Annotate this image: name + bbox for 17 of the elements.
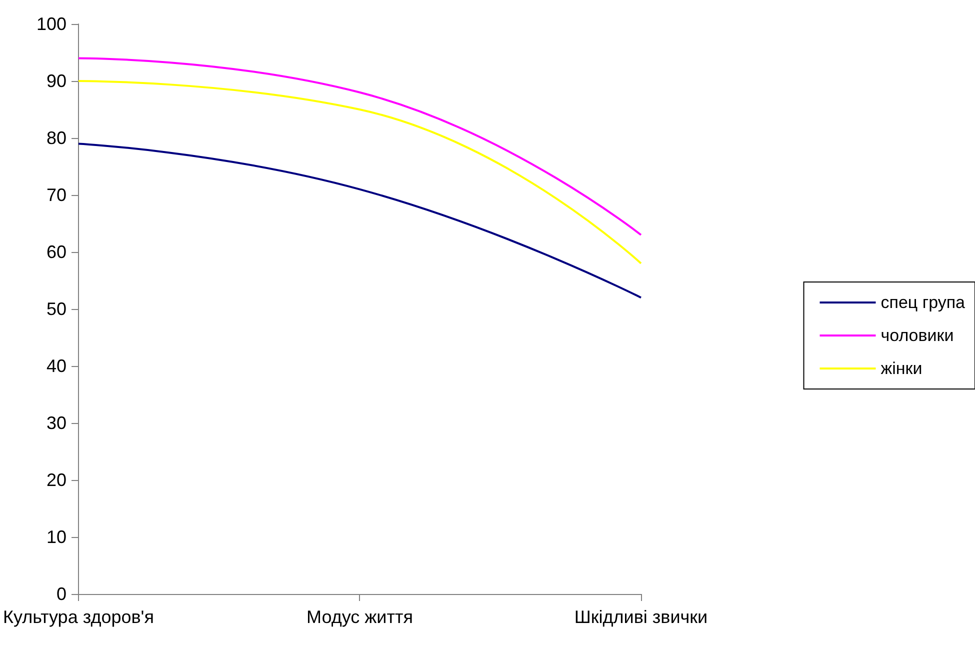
y-tick-label: 30	[46, 413, 66, 433]
y-tick-label: 60	[46, 242, 66, 262]
x-tick-label: Модус життя	[306, 607, 413, 627]
y-tick-label: 0	[56, 584, 66, 604]
y-tick-label: 70	[46, 185, 66, 205]
y-tick-label: 90	[46, 71, 66, 91]
legend-label: жінки	[880, 359, 922, 378]
legend-label: чоловики	[880, 326, 954, 345]
y-tick-label: 100	[36, 14, 66, 34]
y-tick-label: 80	[46, 128, 66, 148]
y-tick-label: 20	[46, 470, 66, 490]
x-tick-label: Культура здоров'я	[2, 607, 154, 627]
y-tick-label: 10	[46, 527, 66, 547]
y-tick-label: 40	[46, 356, 66, 376]
x-tick-label: Шкідливі звички	[574, 607, 708, 627]
y-tick-label: 50	[46, 299, 66, 319]
legend-label: спец група	[880, 293, 966, 312]
